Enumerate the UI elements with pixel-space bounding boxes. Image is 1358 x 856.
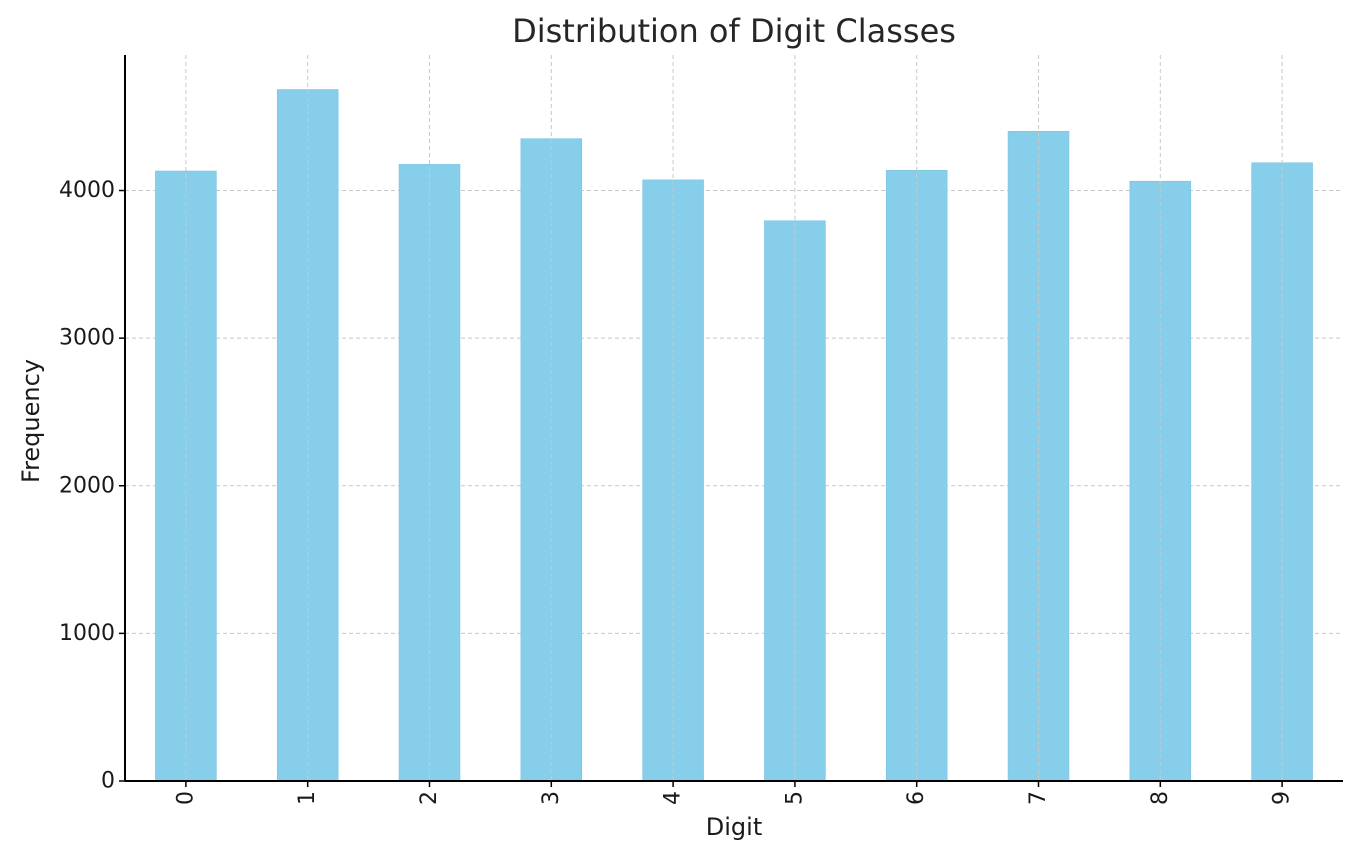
y-axis-label: Frequency xyxy=(17,359,45,483)
bar xyxy=(764,220,826,782)
x-tick-label: 0 xyxy=(173,791,198,805)
x-tick-label: 8 xyxy=(1148,791,1173,805)
axes xyxy=(119,55,1343,787)
y-tick-label: 3000 xyxy=(59,326,115,351)
x-tick-label: 5 xyxy=(782,791,807,805)
x-tick-label: 2 xyxy=(417,791,442,805)
y-tick-label: 1000 xyxy=(59,621,115,646)
bar xyxy=(1129,180,1192,782)
y-tick-label: 2000 xyxy=(59,473,115,498)
bar xyxy=(520,138,583,782)
chart-title: Distribution of Digit Classes xyxy=(512,12,956,50)
x-axis-label: Digit xyxy=(706,813,762,841)
x-tick-label: 3 xyxy=(539,791,564,805)
y-tick-label: 4000 xyxy=(59,178,115,203)
x-tick-label: 4 xyxy=(661,791,686,805)
bar xyxy=(642,179,704,782)
x-tick-label: 7 xyxy=(1026,791,1051,805)
x-tick-label: 9 xyxy=(1270,791,1295,805)
bars xyxy=(155,55,1313,782)
x-tick-label: 6 xyxy=(904,791,929,805)
y-tick-label: 0 xyxy=(101,769,115,794)
x-tick-label: 1 xyxy=(295,791,320,805)
tick-labels: 0 1000 2000 3000 4000 0 1 2 3 4 5 6 7 8 9 xyxy=(59,178,1295,805)
